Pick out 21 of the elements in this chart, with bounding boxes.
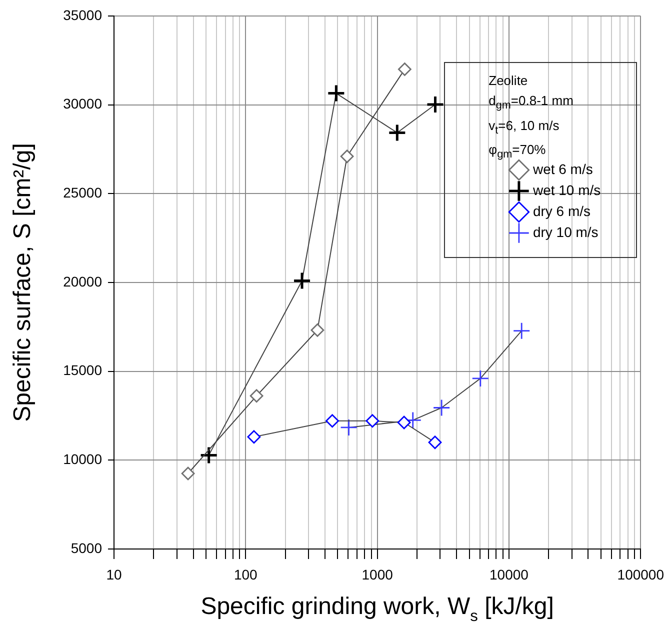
x-tick-label: 10 xyxy=(106,566,122,582)
legend-label: wet 10 m/s xyxy=(532,182,601,198)
y-tick-label: 30000 xyxy=(63,96,102,112)
y-tick-label: 5000 xyxy=(70,540,102,556)
y-tick-label: 15000 xyxy=(63,362,102,378)
x-tick-label: 10000 xyxy=(490,566,529,582)
annotation: Zeolite xyxy=(488,72,529,90)
legend-label: dry 6 m/s xyxy=(532,202,591,219)
y-tick-label: 25000 xyxy=(63,184,102,201)
x-tick-label: 1000 xyxy=(362,566,394,582)
legend-label: wet 6 m/s xyxy=(532,160,593,177)
y-tick-label: 10000 xyxy=(63,451,102,468)
legend-label: dry 10 m/s xyxy=(532,224,598,240)
y-axis-title: Specific surface, S [cm²/g] xyxy=(9,143,36,422)
x-tick-label: 100 xyxy=(234,566,258,582)
x-tick-label: 100000 xyxy=(617,566,664,582)
y-tick-label: 35000 xyxy=(63,6,102,23)
annotation: φ$_{gm}$=70% xyxy=(488,142,546,161)
annotation: v$_{t}$=6, 10 m/s xyxy=(488,116,560,138)
annotation: d$_{gm}$=0.8-1 mm xyxy=(488,92,574,114)
y-tick-label: 20000 xyxy=(63,273,102,290)
